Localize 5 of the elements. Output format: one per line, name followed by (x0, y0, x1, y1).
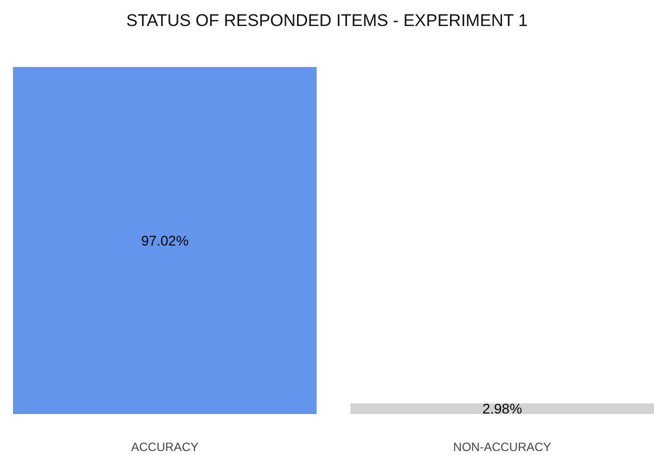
data-label: 2.98% (482, 400, 522, 417)
x-tick-label: NON-ACCURACY (453, 440, 552, 454)
chart-title: STATUS OF RESPONDED ITEMS - EXPERIMENT 1 (126, 11, 528, 30)
x-tick-label: ACCURACY (131, 440, 198, 454)
data-label: 97.02% (141, 232, 189, 248)
